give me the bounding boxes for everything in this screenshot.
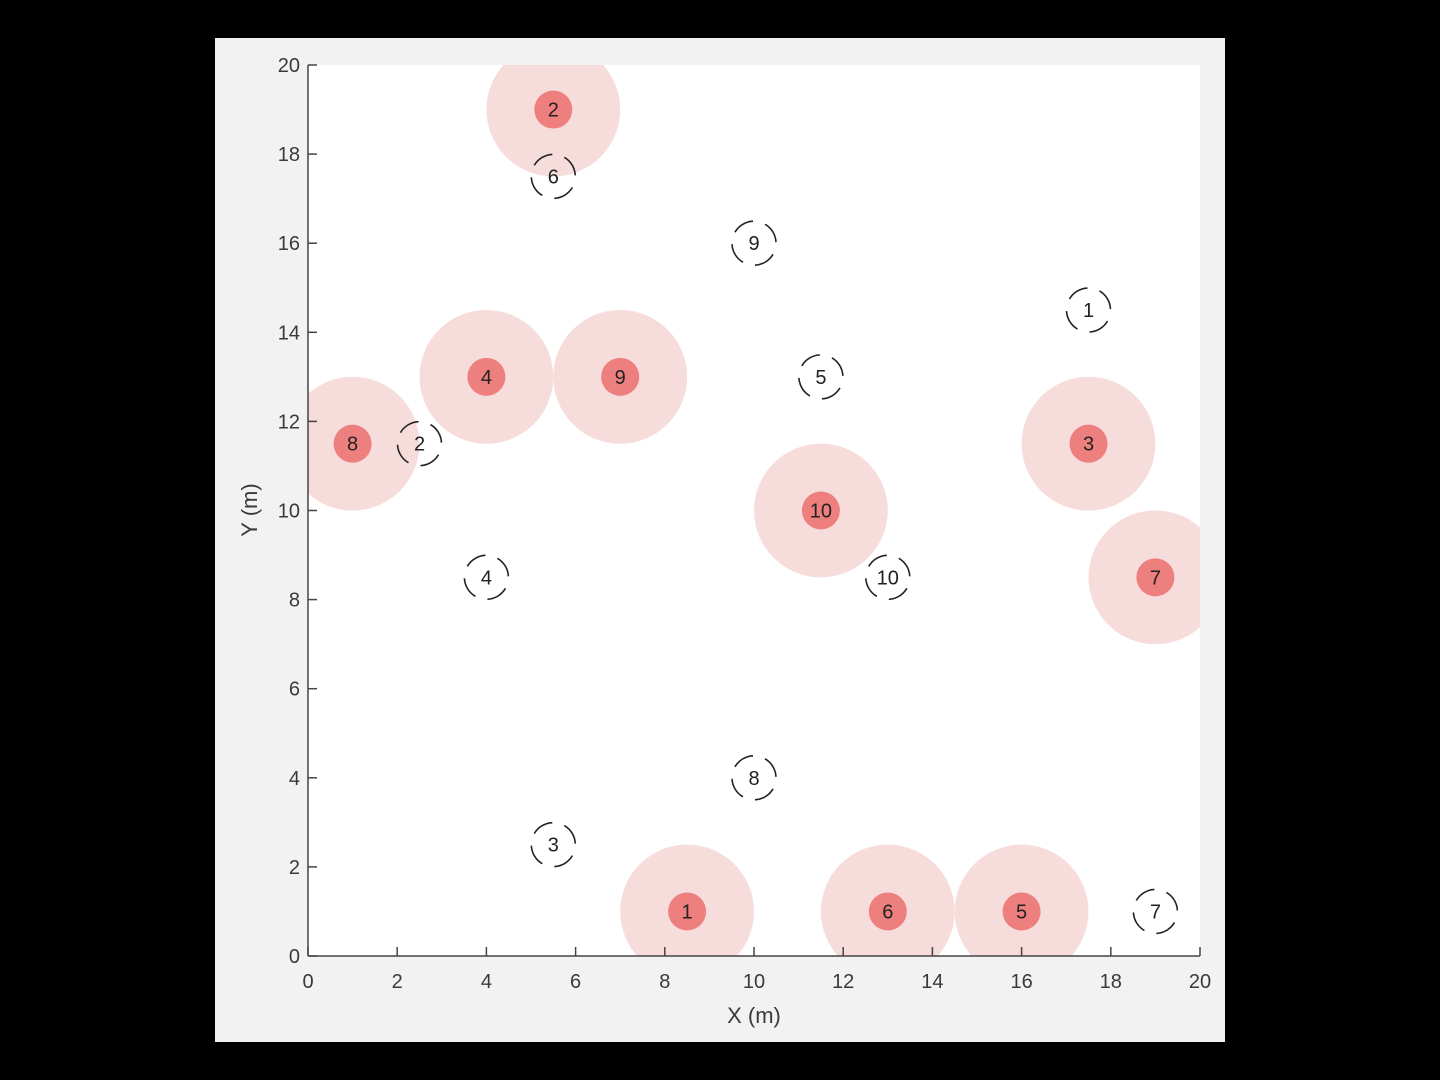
x-tick-label: 14 [921, 971, 943, 993]
dashed-marker [798, 354, 844, 400]
y-tick-label: 4 [289, 768, 300, 790]
filled-marker [467, 357, 506, 396]
dashed-marker [463, 554, 510, 601]
y-tick-label: 20 [278, 55, 300, 77]
filled-marker-label: 6 [882, 901, 893, 923]
x-tick-label: 6 [570, 971, 581, 993]
dashed-marker [530, 821, 577, 868]
y-tick-label: 10 [278, 501, 300, 523]
x-tick-label: 10 [743, 971, 765, 993]
filled-marker-label: 9 [615, 367, 626, 389]
filled-marker [333, 424, 372, 463]
filled-marker [534, 90, 573, 129]
dashed-marker-label: 1 [1083, 300, 1094, 322]
filled-marker [1069, 424, 1108, 463]
x-tick-label: 16 [1010, 971, 1032, 993]
y-tick-label: 0 [289, 946, 300, 968]
filled-marker-label: 2 [548, 100, 559, 122]
filled-marker [1002, 892, 1041, 931]
x-tick-label: 20 [1189, 971, 1211, 993]
dashed-marker-label: 7 [1150, 901, 1161, 923]
x-axis-label: X (m) [727, 1003, 781, 1028]
dashed-marker [396, 420, 443, 467]
y-tick-label: 8 [289, 590, 300, 612]
filled-marker-label: 8 [347, 434, 358, 456]
dashed-marker-label: 8 [748, 768, 759, 790]
filled-marker [601, 357, 640, 396]
dashed-marker [1132, 888, 1179, 935]
y-tick-label: 18 [278, 144, 300, 166]
filled-marker [801, 491, 840, 530]
x-tick-label: 4 [481, 971, 492, 993]
dashed-marker [1065, 287, 1112, 333]
dashed-marker-label: 4 [481, 567, 492, 589]
dashed-marker [864, 554, 911, 601]
filled-marker [1136, 558, 1175, 597]
plot-area [308, 65, 1200, 956]
y-tick-label: 2 [289, 857, 300, 879]
marker-layer: 1 2 3 4 5 6 7 8 9 10 1 2 3 4 5 6 7 8 9 10 [333, 90, 1179, 935]
filled-marker-label: 1 [682, 901, 693, 923]
x-tick-label: 12 [832, 971, 854, 993]
y-tick-label: 14 [278, 322, 300, 344]
filled-marker-label: 10 [810, 501, 832, 523]
x-tick-label: 8 [659, 971, 670, 993]
y-axis-label: Y (m) [237, 483, 262, 536]
filled-marker-label: 5 [1016, 901, 1027, 923]
dashed-marker-label: 9 [748, 233, 759, 255]
x-tick-label: 0 [302, 971, 313, 993]
y-tick-label: 12 [278, 411, 300, 433]
y-tick-label: 6 [289, 679, 300, 701]
x-tick-label: 18 [1100, 971, 1122, 993]
dashed-marker-label: 6 [548, 166, 559, 188]
dashed-marker [530, 153, 577, 200]
dashed-marker-label: 2 [414, 434, 425, 456]
y-tick-label: 16 [278, 233, 300, 255]
filled-marker-label: 4 [481, 367, 492, 389]
dashed-marker-label: 5 [815, 367, 826, 389]
dashed-marker-label: 10 [877, 567, 899, 589]
filled-marker [668, 892, 707, 931]
x-tick-label: 2 [392, 971, 403, 993]
filled-marker-label: 3 [1083, 434, 1094, 456]
filled-marker-label: 7 [1150, 567, 1161, 589]
dashed-marker-label: 3 [548, 835, 559, 857]
dashed-marker [731, 220, 777, 266]
filled-marker [868, 892, 907, 931]
dashed-marker [731, 754, 777, 801]
